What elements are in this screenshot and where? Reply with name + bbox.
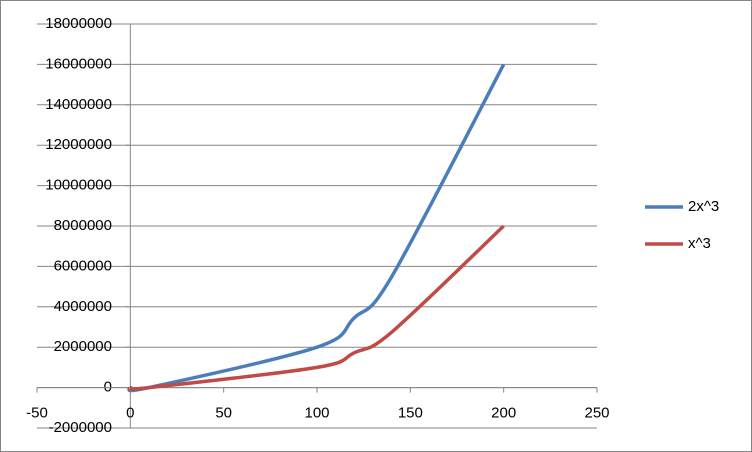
y-tick-label: 18000000 [45,15,112,32]
x-tick-label: -50 [26,405,48,422]
legend-label: 2x^3 [688,198,719,215]
x-tick-label: 50 [215,405,232,422]
legend-label: x^3 [688,235,711,252]
x-tick-label: 150 [398,405,423,422]
series-line [127,224,505,391]
y-tick-label: 14000000 [45,96,112,113]
y-tick-label: 2000000 [54,338,112,355]
x-tick-label: 0 [126,405,134,422]
x-tick-label: 200 [491,405,516,422]
y-tick-label: -2000000 [49,419,112,436]
y-tick-label: 8000000 [54,217,112,234]
y-tick-label: 4000000 [54,298,112,315]
y-tick-label: 16000000 [45,55,112,72]
x-tick-label: 250 [584,405,609,422]
y-tick-label: 10000000 [45,177,112,194]
y-tick-label: 0 [104,379,112,396]
x-tick-label: 100 [304,405,329,422]
y-tick-label: 6000000 [54,257,112,274]
y-tick-label: 12000000 [45,136,112,153]
